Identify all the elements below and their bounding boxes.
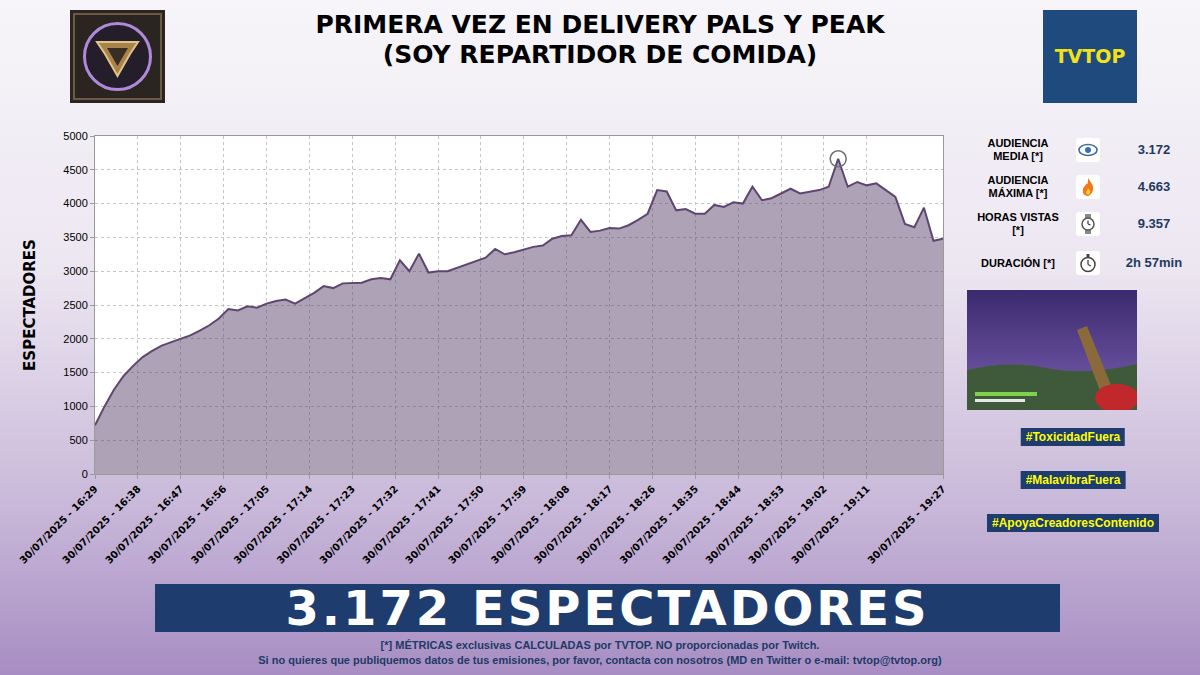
svg-text:30/07/2025 - 17:50: 30/07/2025 - 17:50 <box>403 483 486 566</box>
svg-text:30/07/2025 - 18:17: 30/07/2025 - 18:17 <box>532 483 615 566</box>
svg-text:30/07/2025 - 17:41: 30/07/2025 - 17:41 <box>360 483 443 566</box>
svg-text:30/07/2025 - 17:05: 30/07/2025 - 17:05 <box>189 483 272 566</box>
svg-text:30/07/2025 - 16:47: 30/07/2025 - 16:47 <box>103 483 186 566</box>
html-text:TVTOP: TVTOP <box>1054 45 1126 67</box>
svg-text:1500: 1500 <box>63 366 87 378</box>
svg-text:2000: 2000 <box>63 333 87 345</box>
html-text:3.172: 3.172 <box>1137 142 1171 157</box>
svg-text:3500: 3500 <box>63 231 87 243</box>
svg-text:4500: 4500 <box>63 164 87 176</box>
svg-text:30/07/2025 - 19:02: 30/07/2025 - 19:02 <box>746 483 829 566</box>
html-text:#MalavibraFuera: #MalavibraFuera <box>1025 473 1121 487</box>
svg-text:30/07/2025 - 18:26: 30/07/2025 - 18:26 <box>575 483 658 566</box>
svg-text:30/07/2025 - 18:08: 30/07/2025 - 18:08 <box>489 483 572 566</box>
svg-text:500: 500 <box>69 434 87 446</box>
html-text:PRIMERA VEZ EN DELIVERY PALS Y: PRIMERA VEZ EN DELIVERY PALS Y PEAK <box>315 10 885 39</box>
html-text:2h 57min: 2h 57min <box>1125 255 1183 270</box>
html-text:(SOY REPARTIDOR DE COMIDA): (SOY REPARTIDOR DE COMIDA) <box>382 40 818 69</box>
svg-text:30/07/2025 - 17:23: 30/07/2025 - 17:23 <box>275 483 358 566</box>
html-text:HORAS VISTAS [*]: HORAS VISTAS [*] <box>977 211 1059 236</box>
html-text:AUDIENCIA MEDIA [*]: AUDIENCIA MEDIA [*] <box>987 137 1049 162</box>
html-text:DURACIÓN [*]: DURACIÓN [*] <box>981 256 1055 269</box>
svg-text:30/07/2025 - 17:14: 30/07/2025 - 17:14 <box>232 483 315 566</box>
svg-text:2500: 2500 <box>63 299 87 311</box>
html-text:[*] MÉTRICAS exclusivas CALCUL: [*] MÉTRICAS exclusivas CALCULADAS por T… <box>380 639 820 651</box>
svg-text:4000: 4000 <box>63 197 87 209</box>
svg-text:5000: 5000 <box>63 130 87 142</box>
svg-text:30/07/2025 - 16:56: 30/07/2025 - 16:56 <box>146 483 229 566</box>
html-text:4.663: 4.663 <box>1137 179 1171 194</box>
svg-text:30/07/2025 - 18:35: 30/07/2025 - 18:35 <box>618 483 701 566</box>
svg-text:30/07/2025 - 16:38: 30/07/2025 - 16:38 <box>60 483 143 566</box>
svg-text:30/07/2025 - 17:59: 30/07/2025 - 17:59 <box>446 483 529 566</box>
svg-text:0: 0 <box>82 468 88 480</box>
svg-text:30/07/2025 - 18:53: 30/07/2025 - 18:53 <box>703 483 786 566</box>
html-text:#ToxicidadFuera: #ToxicidadFuera <box>1025 430 1121 444</box>
svg-text:30/07/2025 - 17:32: 30/07/2025 - 17:32 <box>317 483 400 566</box>
html-text:Si no quieres que publiquemos: Si no quieres que publiquemos datos de t… <box>258 654 942 666</box>
html-text:AUDIENCIA MÁXIMA [*]: AUDIENCIA MÁXIMA [*] <box>987 174 1049 199</box>
svg-text:1000: 1000 <box>63 400 87 412</box>
svg-text:30/07/2025 - 16:29: 30/07/2025 - 16:29 <box>17 483 100 566</box>
html-text:#ApoyaCreadoresContenido: #ApoyaCreadoresContenido <box>992 516 1154 530</box>
svg-text:30/07/2025 - 19:27: 30/07/2025 - 19:27 <box>865 483 948 566</box>
html-text:3.172 ESPECTADORES: 3.172 ESPECTADORES <box>285 580 930 636</box>
html-text:9.357: 9.357 <box>1137 216 1171 231</box>
svg-text:30/07/2025 - 18:44: 30/07/2025 - 18:44 <box>660 483 743 566</box>
svg-text:3000: 3000 <box>63 265 87 277</box>
svg-text:30/07/2025 - 19:11: 30/07/2025 - 19:11 <box>789 483 872 566</box>
svg-text:ESPECTADORES: ESPECTADORES <box>21 239 39 371</box>
